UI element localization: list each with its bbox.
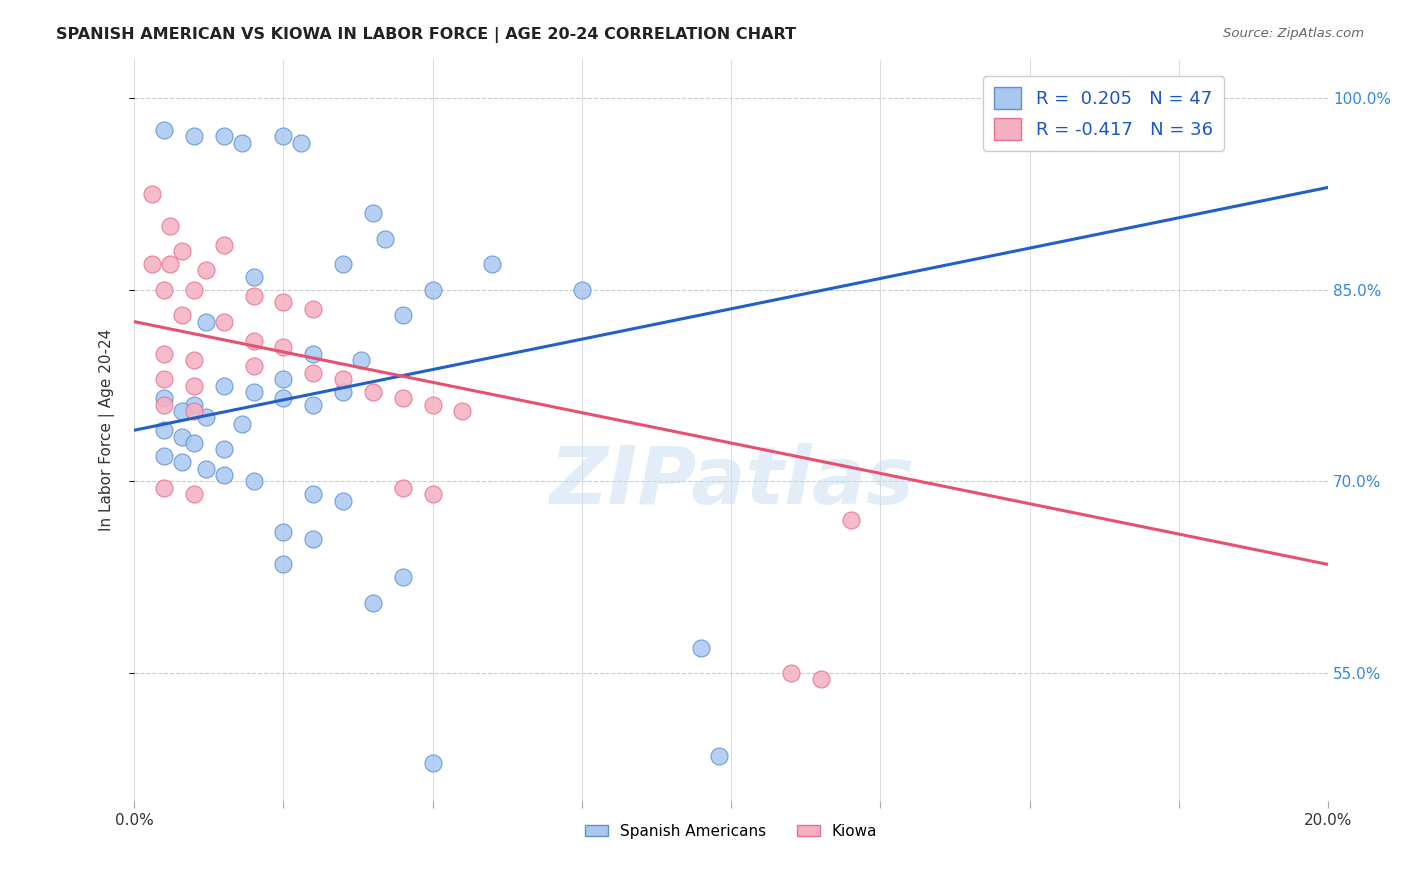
Point (273, 392, 295, 406)
Point (422, 756, 444, 770)
Point (170, 244, 193, 259)
Text: ZIPatlas: ZIPatlas (548, 443, 914, 521)
Point (153, 392, 176, 406)
Point (709, 749, 731, 764)
Point (159, 257, 181, 271)
Point (212, 129, 235, 144)
Point (153, 423, 176, 437)
Point (153, 283, 176, 297)
Point (212, 315, 235, 329)
Point (302, 487, 325, 501)
Point (273, 295, 295, 310)
Point (153, 372, 176, 386)
Point (183, 283, 205, 297)
Point (273, 129, 295, 144)
Point (153, 449, 176, 463)
Point (391, 308, 413, 322)
Point (810, 673, 832, 687)
Y-axis label: In Labor Force | Age 20-24: In Labor Force | Age 20-24 (100, 329, 115, 532)
Point (153, 123, 176, 137)
Point (302, 366, 325, 380)
Point (332, 372, 354, 386)
Legend: Spanish Americans, Kiowa: Spanish Americans, Kiowa (579, 818, 883, 845)
Point (391, 481, 413, 495)
Point (481, 257, 503, 271)
Point (194, 315, 217, 329)
Point (242, 475, 264, 489)
Point (212, 442, 235, 457)
Point (194, 263, 217, 277)
Point (350, 353, 373, 368)
Point (302, 398, 325, 412)
Point (332, 257, 354, 271)
Point (690, 640, 713, 655)
Point (183, 404, 205, 418)
Point (422, 283, 444, 297)
Text: SPANISH AMERICAN VS KIOWA IN LABOR FORCE | AGE 20-24 CORRELATION CHART: SPANISH AMERICAN VS KIOWA IN LABOR FORCE… (56, 27, 796, 43)
Point (242, 384, 264, 399)
Point (194, 410, 217, 425)
Point (779, 666, 801, 681)
Point (302, 532, 325, 546)
Point (183, 487, 205, 501)
Point (183, 398, 205, 412)
Point (183, 378, 205, 392)
Point (170, 404, 193, 418)
Point (273, 372, 295, 386)
Point (273, 340, 295, 354)
Point (273, 558, 295, 572)
Point (141, 186, 163, 201)
Point (212, 378, 235, 392)
Point (194, 461, 217, 475)
Point (141, 257, 163, 271)
Point (170, 429, 193, 443)
Point (422, 487, 444, 501)
Point (290, 136, 312, 150)
Point (839, 513, 862, 527)
Point (153, 398, 176, 412)
Point (159, 219, 181, 233)
Point (571, 283, 593, 297)
Point (374, 231, 396, 245)
Point (361, 384, 384, 399)
Point (170, 308, 193, 322)
Point (242, 289, 264, 303)
Text: Source: ZipAtlas.com: Source: ZipAtlas.com (1223, 27, 1364, 40)
Point (231, 417, 253, 431)
Point (302, 301, 325, 316)
Point (183, 436, 205, 450)
Point (361, 206, 384, 220)
Point (153, 346, 176, 360)
Point (332, 493, 354, 508)
Point (391, 570, 413, 584)
Point (391, 392, 413, 406)
Point (332, 384, 354, 399)
Point (212, 467, 235, 482)
Point (242, 359, 264, 374)
Point (302, 346, 325, 360)
Point (212, 238, 235, 252)
Point (242, 269, 264, 284)
Point (361, 596, 384, 610)
Point (231, 136, 253, 150)
Point (242, 334, 264, 348)
Point (183, 353, 205, 368)
Point (153, 481, 176, 495)
Point (451, 404, 474, 418)
Point (183, 129, 205, 144)
Point (273, 525, 295, 540)
Point (422, 398, 444, 412)
Point (170, 455, 193, 469)
